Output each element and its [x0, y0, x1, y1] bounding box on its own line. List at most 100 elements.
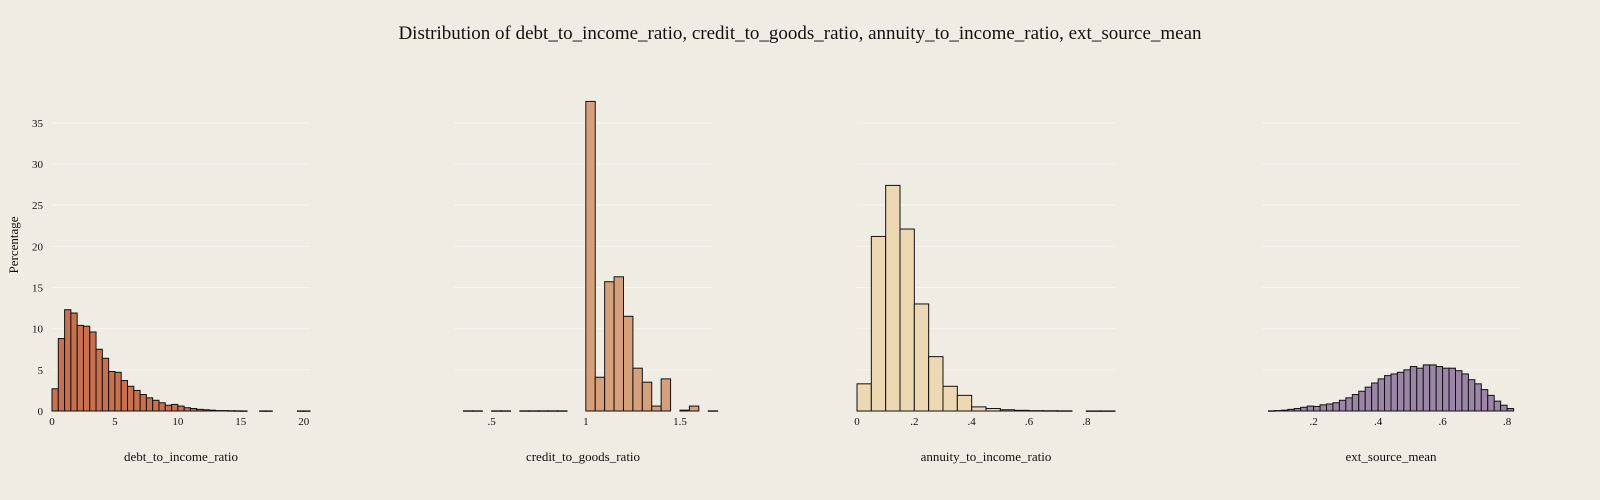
histogram-bar: [1351, 394, 1360, 412]
histogram-bar: [196, 408, 204, 412]
histogram-bar: [985, 408, 1001, 412]
histogram-bar: [1319, 404, 1328, 412]
x-tick-label: .2: [1309, 416, 1317, 428]
y-tick-label: 20: [32, 241, 44, 253]
histogram-bar: [1390, 373, 1398, 412]
histogram-bar: [127, 385, 135, 412]
y-tick-label: 15: [32, 282, 44, 294]
panel-ext_source_mean: .2 .4 .6 .8 ext_source_mean: [1262, 122, 1520, 464]
histogram-bar: [57, 338, 66, 412]
histogram-bar: [1487, 394, 1495, 412]
x-axis-label: debt_to_income_ratio: [124, 449, 238, 464]
histogram-bar: [1326, 403, 1334, 412]
histogram-bar: [1293, 408, 1302, 412]
histogram-bar: [1493, 400, 1502, 412]
histogram-bar: [202, 409, 210, 412]
histogram-bar: [82, 325, 91, 412]
histogram-bar: [89, 331, 97, 412]
histogram-bar: [1506, 408, 1515, 412]
histogram-bar: [1384, 375, 1392, 412]
histogram-bar: [164, 404, 173, 412]
histogram-bar: [1364, 386, 1373, 412]
histogram-bar: [688, 405, 700, 412]
histogram-bar: [1403, 369, 1411, 412]
x-tick-label: .4: [968, 416, 977, 428]
y-tick-label: 0: [38, 406, 44, 418]
histogram-bar: [171, 403, 179, 412]
histogram-bar: [1429, 364, 1437, 412]
histogram-bar: [51, 388, 59, 412]
histogram-bar: [208, 409, 217, 412]
x-tick-label: .8: [1503, 416, 1512, 428]
y-axis-label: Percentage: [6, 216, 21, 273]
histogram-bar: [76, 324, 84, 412]
histogram-bar: [70, 312, 78, 412]
x-tick-label: 0: [854, 416, 860, 428]
histogram-bar: [1461, 373, 1469, 412]
histogram-bar: [1474, 383, 1482, 412]
histogram-bar: [660, 378, 672, 412]
histogram-bar: [158, 402, 166, 412]
histogram-bar: [956, 394, 973, 412]
histogram-bar: [999, 409, 1016, 412]
histogram-bar: [913, 303, 930, 412]
y-tick-label: 5: [38, 365, 44, 377]
histogram-bar: [604, 281, 615, 412]
chart-title: Distribution of debt_to_income_ratio, cr…: [398, 23, 1202, 44]
x-axis-label: credit_to_goods_ratio: [526, 449, 640, 464]
histogram-bar: [1345, 397, 1353, 412]
x-tick-label: .4: [1374, 416, 1383, 428]
x-tick-label: 0: [49, 416, 55, 428]
x-tick-label: 1.5: [673, 416, 687, 428]
histogram-bar: [622, 315, 634, 412]
histogram-bar: [971, 406, 987, 412]
panel-debt_to_income_ratio: 0 5 10 15 20 25 30 35 0 5 10 15 20 debt_to_income_rat…: [32, 118, 311, 464]
histogram-bar: [679, 409, 690, 412]
histogram-bar: [1455, 370, 1463, 412]
histogram-bar: [1332, 402, 1340, 412]
histogram-bar: [1338, 399, 1347, 412]
x-tick-label: .8: [1082, 416, 1091, 428]
histogram-bar: [133, 389, 141, 412]
histogram-bar: [1377, 378, 1386, 412]
histogram-bar: [1467, 379, 1476, 412]
y-tick-label: 25: [32, 200, 44, 212]
x-tick-label: 5: [112, 416, 118, 428]
histogram-bar: [594, 376, 606, 412]
x-axis-label: annuity_to_income_ratio: [921, 449, 1052, 464]
x-tick-label: 15: [235, 416, 247, 428]
histogram-bar: [64, 309, 72, 412]
histogram-bar: [1014, 409, 1030, 412]
histogram-bar: [870, 235, 887, 412]
histogram-bar: [651, 405, 662, 412]
histogram-bar: [108, 370, 116, 412]
histogram-bar: [942, 385, 958, 412]
x-tick-label: .2: [910, 416, 918, 428]
histogram-bar: [101, 357, 110, 412]
x-tick-label: 1: [583, 416, 589, 428]
histogram-bar: [1287, 408, 1295, 412]
histogram-bar: [189, 408, 198, 412]
histogram-bar: [95, 348, 103, 412]
histogram-bar: [1435, 366, 1444, 412]
histogram-bar: [856, 383, 872, 412]
histogram-bar: [1396, 371, 1405, 412]
x-tick-label: .6: [1025, 416, 1034, 428]
y-tick-label: 10: [32, 324, 44, 336]
histogram-bar: [1306, 405, 1315, 412]
histogram-bar: [1422, 364, 1431, 412]
histogram-bar: [1371, 382, 1379, 412]
histogram-bar: [120, 380, 129, 412]
panel-annuity_to_income_ratio: 0 .2 .4 .6 .8 annuity_to_income_ratio: [854, 122, 1116, 464]
histogram-bar: [1448, 367, 1457, 412]
histogram-bar: [1416, 367, 1424, 412]
histogram-bar: [641, 381, 653, 412]
histogram-bar: [1358, 390, 1366, 412]
histogram-bar: [928, 356, 944, 412]
x-tick-label: .6: [1438, 416, 1447, 428]
x-tick-label: 10: [172, 416, 184, 428]
x-tick-label: 20: [298, 416, 310, 428]
histogram-bar: [899, 228, 915, 412]
